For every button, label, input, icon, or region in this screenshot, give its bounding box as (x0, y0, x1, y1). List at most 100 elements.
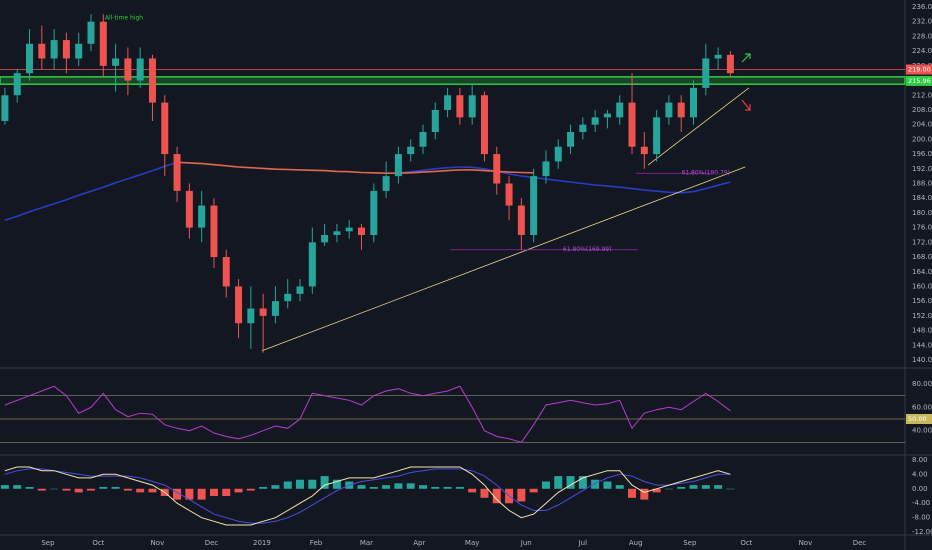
candle-body (50, 40, 58, 59)
x-tick-label: Dec (853, 539, 867, 547)
macd-histogram (37, 488, 46, 491)
macd-histogram (652, 488, 661, 493)
rsi-line (4, 385, 731, 443)
candle-body (714, 54, 722, 59)
y-tick-label: 172.00 (912, 238, 932, 246)
y-tick-label: 168.00 (912, 253, 932, 261)
annotation: All-time high (105, 15, 143, 22)
candle-body (345, 227, 353, 232)
candle-body (1, 95, 9, 121)
macd-histogram (13, 485, 22, 489)
y-tick-label: 208.00 (912, 106, 932, 114)
x-tick-label: Sep (683, 539, 697, 547)
candle-body (505, 183, 513, 206)
candle-body (75, 43, 83, 59)
y-tick-label: 200.00 (912, 135, 932, 143)
candle-body (87, 21, 95, 44)
macd-tick-label: -12.00 (912, 528, 932, 536)
macd-histogram (148, 488, 157, 493)
candle-body (235, 286, 243, 324)
candle-body (222, 257, 230, 287)
candle-body (542, 161, 550, 177)
candle-body (148, 58, 156, 103)
y-tick-label: 204.00 (912, 121, 932, 129)
candle-body (333, 231, 341, 235)
macd-histogram (664, 488, 673, 490)
candle-body (271, 301, 279, 316)
candle-body (370, 190, 378, 235)
x-tick-label: Feb (310, 539, 323, 547)
macd-histogram (185, 488, 194, 500)
candle-body (579, 124, 587, 133)
x-tick-label: Jun (520, 539, 532, 547)
candle-body (517, 205, 525, 235)
candle-body (702, 58, 710, 88)
x-tick-label: Jul (578, 539, 588, 547)
macd-histogram (591, 479, 600, 489)
price-tag (906, 64, 932, 75)
candle-body (161, 102, 169, 155)
fib-label: 61.80%(190.79) (681, 170, 730, 177)
x-tick-label: Apr (413, 539, 425, 547)
x-tick-label: Aug (629, 539, 643, 547)
price-tag (906, 75, 932, 86)
macd-histogram (468, 488, 477, 493)
candle-body (431, 109, 439, 133)
macd-histogram (726, 488, 735, 490)
macd-histogram (677, 486, 686, 489)
y-tick-label: 188.00 (912, 180, 932, 188)
macd-histogram (0, 485, 9, 489)
macd-histogram (628, 488, 637, 498)
candle-body (124, 58, 132, 81)
candle-body (603, 113, 611, 118)
candle-body (247, 308, 255, 324)
candle-body (210, 205, 218, 258)
candle-body (530, 176, 538, 235)
candle-body (591, 117, 599, 125)
candle-body (567, 132, 575, 147)
macd-histogram (86, 488, 95, 491)
y-tick-label: 152.00 (912, 312, 932, 320)
macd-histogram (443, 486, 452, 489)
macd-histogram (418, 485, 427, 489)
candle-body (26, 43, 34, 74)
macd-histogram (529, 488, 538, 493)
price-tag-label: 50.00 (908, 415, 927, 423)
candle-body (468, 95, 476, 118)
rsi-tick-label: 40.00 (912, 427, 932, 435)
trendline (647, 87, 750, 166)
candle-body (136, 58, 144, 81)
x-tick-label: Oct (92, 539, 104, 547)
candle-body (665, 102, 673, 118)
macd-histogram (603, 481, 612, 489)
candle-body (99, 21, 107, 66)
candle-body (690, 87, 698, 118)
candle-body (407, 146, 415, 155)
macd-histogram (271, 485, 280, 489)
macd-histogram (406, 483, 415, 489)
macd-histogram (332, 479, 341, 489)
moving-average (177, 161, 534, 174)
signal-line (4, 468, 731, 524)
macd-histogram (259, 486, 268, 489)
macd-histogram (492, 488, 501, 504)
macd-line (4, 466, 731, 526)
candle-body (13, 73, 21, 96)
price-tag (906, 414, 932, 424)
macd-histogram (578, 476, 587, 489)
candle-body (456, 95, 464, 118)
macd-histogram (320, 476, 329, 489)
candle-body (554, 146, 562, 162)
x-tick-label: Nov (799, 539, 813, 547)
candle-body (358, 227, 366, 235)
macd-histogram (566, 476, 575, 489)
macd-histogram (111, 486, 120, 489)
x-tick-label: Dec (205, 539, 219, 547)
candle-body (198, 205, 206, 228)
candle-body (308, 242, 316, 287)
y-tick-label: 156.00 (912, 297, 932, 305)
x-tick-label: Sep (41, 539, 55, 547)
macd-histogram (283, 481, 292, 489)
candle-body (259, 308, 267, 316)
macd-tick-label: -4.00 (912, 499, 930, 507)
